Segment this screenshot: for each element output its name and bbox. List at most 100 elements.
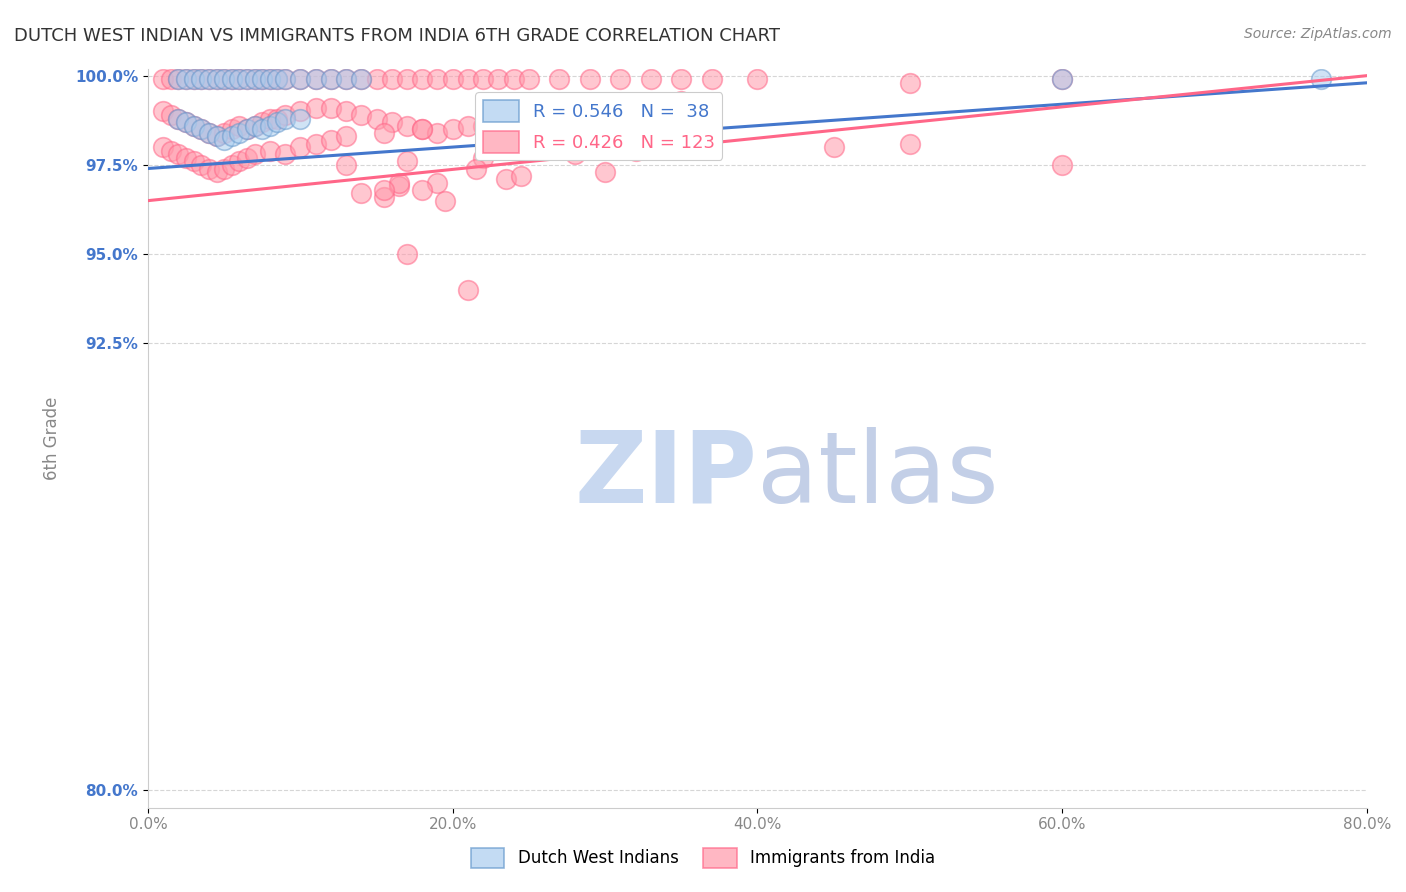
Point (228, 72, 250, 87)
Point (259, 72, 281, 87)
Point (274, 112, 297, 126)
Point (548, 72, 571, 87)
Point (243, 72, 266, 87)
Point (319, 72, 342, 87)
Point (441, 122, 464, 136)
Point (502, 126, 524, 140)
Point (152, 72, 174, 87)
Point (212, 133, 235, 147)
Point (472, 72, 495, 87)
Point (350, 72, 373, 87)
Point (319, 101, 342, 115)
Point (395, 247, 418, 261)
Point (593, 115, 616, 129)
Point (243, 119, 266, 133)
Point (190, 122, 212, 136)
Point (335, 104, 357, 119)
Point (411, 122, 433, 136)
Point (593, 165, 616, 179)
Point (221, 129, 243, 144)
Point (319, 133, 342, 147)
Point (457, 283, 479, 297)
Point (221, 122, 243, 136)
Point (290, 72, 312, 87)
Point (252, 115, 274, 129)
Point (388, 179, 411, 194)
Point (228, 154, 250, 169)
Point (266, 112, 288, 126)
Point (366, 112, 388, 126)
Point (472, 151, 495, 165)
Point (212, 161, 235, 176)
Point (510, 169, 533, 183)
Point (411, 183, 433, 197)
Point (174, 115, 197, 129)
Point (221, 72, 243, 87)
Point (350, 72, 373, 87)
Legend: R = 0.546   N =  38, R = 0.426   N = 123: R = 0.546 N = 38, R = 0.426 N = 123 (475, 93, 723, 160)
Point (160, 72, 183, 87)
Point (252, 122, 274, 136)
Point (671, 72, 693, 87)
Text: ZIP: ZIP (575, 426, 758, 524)
Point (236, 72, 259, 87)
Point (183, 119, 205, 133)
Point (578, 72, 600, 87)
Point (350, 186, 373, 201)
Point (1050, 72, 1073, 87)
Point (350, 108, 373, 122)
Point (236, 122, 259, 136)
Point (167, 147, 190, 161)
Point (373, 190, 395, 204)
Point (198, 72, 221, 87)
Point (205, 129, 228, 144)
Point (411, 72, 433, 87)
Point (609, 72, 631, 87)
Point (236, 72, 259, 87)
Point (259, 72, 281, 87)
Point (671, 94, 693, 108)
Legend: Dutch West Indians, Immigrants from India: Dutch West Indians, Immigrants from Indi… (464, 841, 942, 875)
Point (183, 72, 205, 87)
Point (221, 158, 243, 172)
Point (183, 72, 205, 87)
Point (252, 72, 274, 87)
Point (198, 126, 221, 140)
Point (290, 112, 312, 126)
Point (266, 72, 288, 87)
Text: DUTCH WEST INDIAN VS IMMIGRANTS FROM INDIA 6TH GRADE CORRELATION CHART: DUTCH WEST INDIAN VS IMMIGRANTS FROM IND… (14, 27, 780, 45)
Point (167, 72, 190, 87)
Point (228, 119, 250, 133)
Point (624, 144, 647, 158)
Point (152, 104, 174, 119)
Point (252, 72, 274, 87)
Point (274, 72, 297, 87)
Point (174, 115, 197, 129)
Point (221, 72, 243, 87)
Point (274, 108, 297, 122)
Point (167, 112, 190, 126)
Point (502, 122, 524, 136)
Point (593, 101, 616, 115)
Point (236, 151, 259, 165)
Point (823, 140, 845, 154)
Text: Source: ZipAtlas.com: Source: ZipAtlas.com (1244, 27, 1392, 41)
Point (259, 144, 281, 158)
Point (366, 72, 388, 87)
Point (517, 112, 540, 126)
Point (259, 112, 281, 126)
Point (517, 72, 540, 87)
Point (381, 115, 404, 129)
Point (441, 72, 464, 87)
Point (174, 72, 197, 87)
Point (533, 129, 555, 144)
Point (700, 72, 723, 87)
Point (243, 119, 266, 133)
Point (457, 72, 479, 87)
Point (190, 122, 212, 136)
Point (198, 72, 221, 87)
Point (205, 165, 228, 179)
Point (167, 112, 190, 126)
Point (274, 147, 297, 161)
Point (259, 119, 281, 133)
